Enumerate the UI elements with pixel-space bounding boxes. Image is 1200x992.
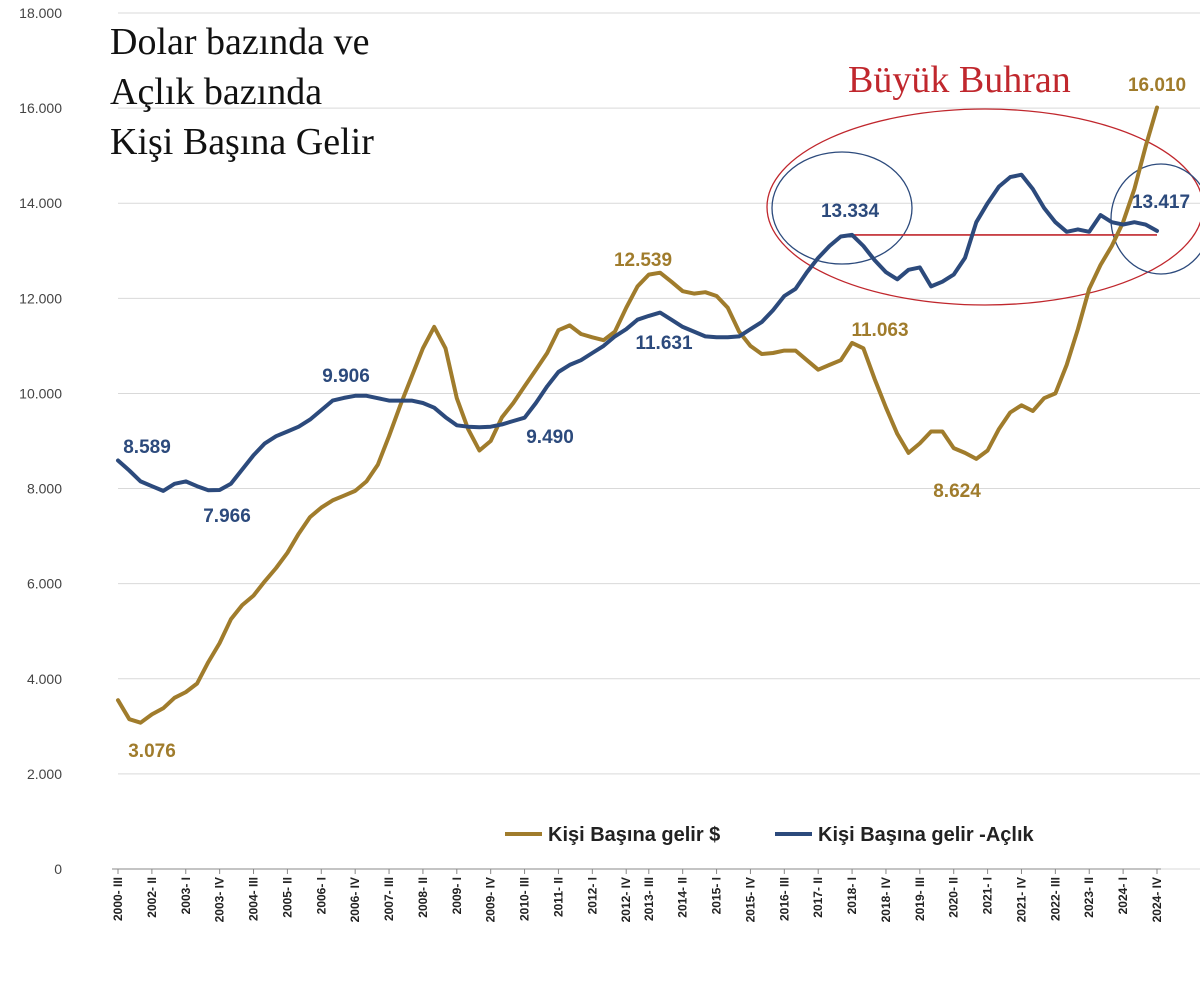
x-tick-label: 2021- IV (1014, 877, 1028, 922)
x-tick-label: 2003- I (179, 877, 193, 914)
data-labels: 3.076 12.539 11.063 8.624 16.010 8.589 7.966 9.… (123, 75, 1190, 762)
x-tick-label: 2010- III (518, 877, 532, 921)
x-tick-label: 2021- I (981, 877, 995, 914)
y-tick-label: 0 (54, 861, 62, 877)
y-tick-label: 4.000 (27, 671, 62, 687)
highlight-circle-2024 (1110, 163, 1200, 275)
x-tick-label: 2009- I (450, 877, 464, 914)
x-tick-label: 2012- I (585, 877, 599, 914)
chart-title: Dolar bazında ve Açlık bazında Kişi Başı… (110, 21, 374, 163)
chart-title-line-1: Dolar bazında ve (110, 21, 370, 63)
annotation-title: Büyük Buhran (848, 59, 1071, 101)
series-line-income-hunger (116, 172, 1159, 493)
annotation-shapes (766, 108, 1200, 306)
y-tick-label: 2.000 (27, 766, 62, 782)
y-tick-label: 18.000 (19, 5, 62, 21)
legend: Kişi Başına gelir $ Kişi Başına gelir -A… (505, 824, 1035, 846)
x-tick-label: 2007- III (382, 877, 396, 921)
legend-label-income-usd: Kişi Başına gelir $ (548, 824, 720, 846)
x-tick-label: 2003- IV (213, 877, 227, 922)
x-tick-label: 2017- II (811, 877, 825, 918)
grid (118, 12, 1200, 870)
x-tick-label: 2015- I (710, 877, 724, 914)
data-label: 11.631 (635, 333, 692, 354)
x-tick-label: 2020- II (947, 877, 961, 918)
data-label: 9.906 (322, 366, 370, 387)
data-label: 8.589 (123, 437, 171, 458)
x-tick-label: 2005- II (280, 877, 294, 918)
legend-label-income-hunger: Kişi Başına gelir -Açlık (818, 824, 1035, 846)
x-tick-label: 2018- I (845, 877, 859, 914)
x-tick-label: 2023- II (1082, 877, 1096, 918)
x-tick-label: 2000- III (111, 877, 125, 921)
axes: 0 2.000 4.000 6.000 8.000 10.000 12.000 14.000 1… (19, 5, 1164, 922)
chart-title-line-2: Açlık bazında (110, 71, 322, 113)
x-tick-label: 2009- IV (484, 877, 498, 922)
x-tick-label: 2004- III (247, 877, 261, 921)
x-tick-label: 2015- IV (743, 877, 757, 922)
x-tick-label: 2006- I (314, 877, 328, 914)
x-tick-label: 2002- II (145, 877, 159, 918)
x-tick-label: 2018- IV (879, 877, 893, 922)
y-tick-label: 8.000 (27, 481, 62, 497)
chart-title-line-3: Kişi Başına Gelir (110, 121, 374, 163)
data-label: 9.490 (526, 427, 574, 448)
y-tick-label: 14.000 (19, 195, 62, 211)
x-tick-label: 2016- III (777, 877, 791, 921)
x-tick-label: 2019- III (913, 877, 927, 921)
x-tick-label: 2008- II (416, 877, 430, 918)
data-label: 16.010 (1128, 75, 1186, 96)
data-label: 3.076 (128, 741, 176, 762)
data-label: 13.417 (1132, 192, 1190, 213)
y-tick-label: 16.000 (19, 100, 62, 116)
data-label: 13.334 (821, 201, 880, 222)
crisis-ellipse (766, 108, 1200, 306)
data-label: 8.624 (933, 481, 981, 502)
x-tick-label: 2024- I (1116, 877, 1130, 914)
data-label: 11.063 (851, 320, 908, 341)
data-label: 12.539 (614, 250, 672, 271)
y-tick-label: 10.000 (19, 385, 62, 401)
y-tick-label: 6.000 (27, 576, 62, 592)
highlight-circle-2018 (771, 151, 913, 265)
x-tick-label: 2012- IV (619, 877, 633, 922)
y-tick-label: 12.000 (19, 290, 62, 306)
x-tick-label: 2024- IV (1150, 877, 1164, 922)
x-tick-label: 2006- IV (348, 877, 362, 922)
series-line-income-usd (116, 105, 1159, 725)
x-tick-label: 2013- III (642, 877, 656, 921)
x-tick-label: 2014- II (676, 877, 690, 918)
series-lines (116, 105, 1159, 725)
x-tick-label: 2011- II (551, 877, 565, 917)
x-tick-label: 2022- III (1048, 877, 1062, 921)
data-label: 7.966 (203, 506, 251, 527)
